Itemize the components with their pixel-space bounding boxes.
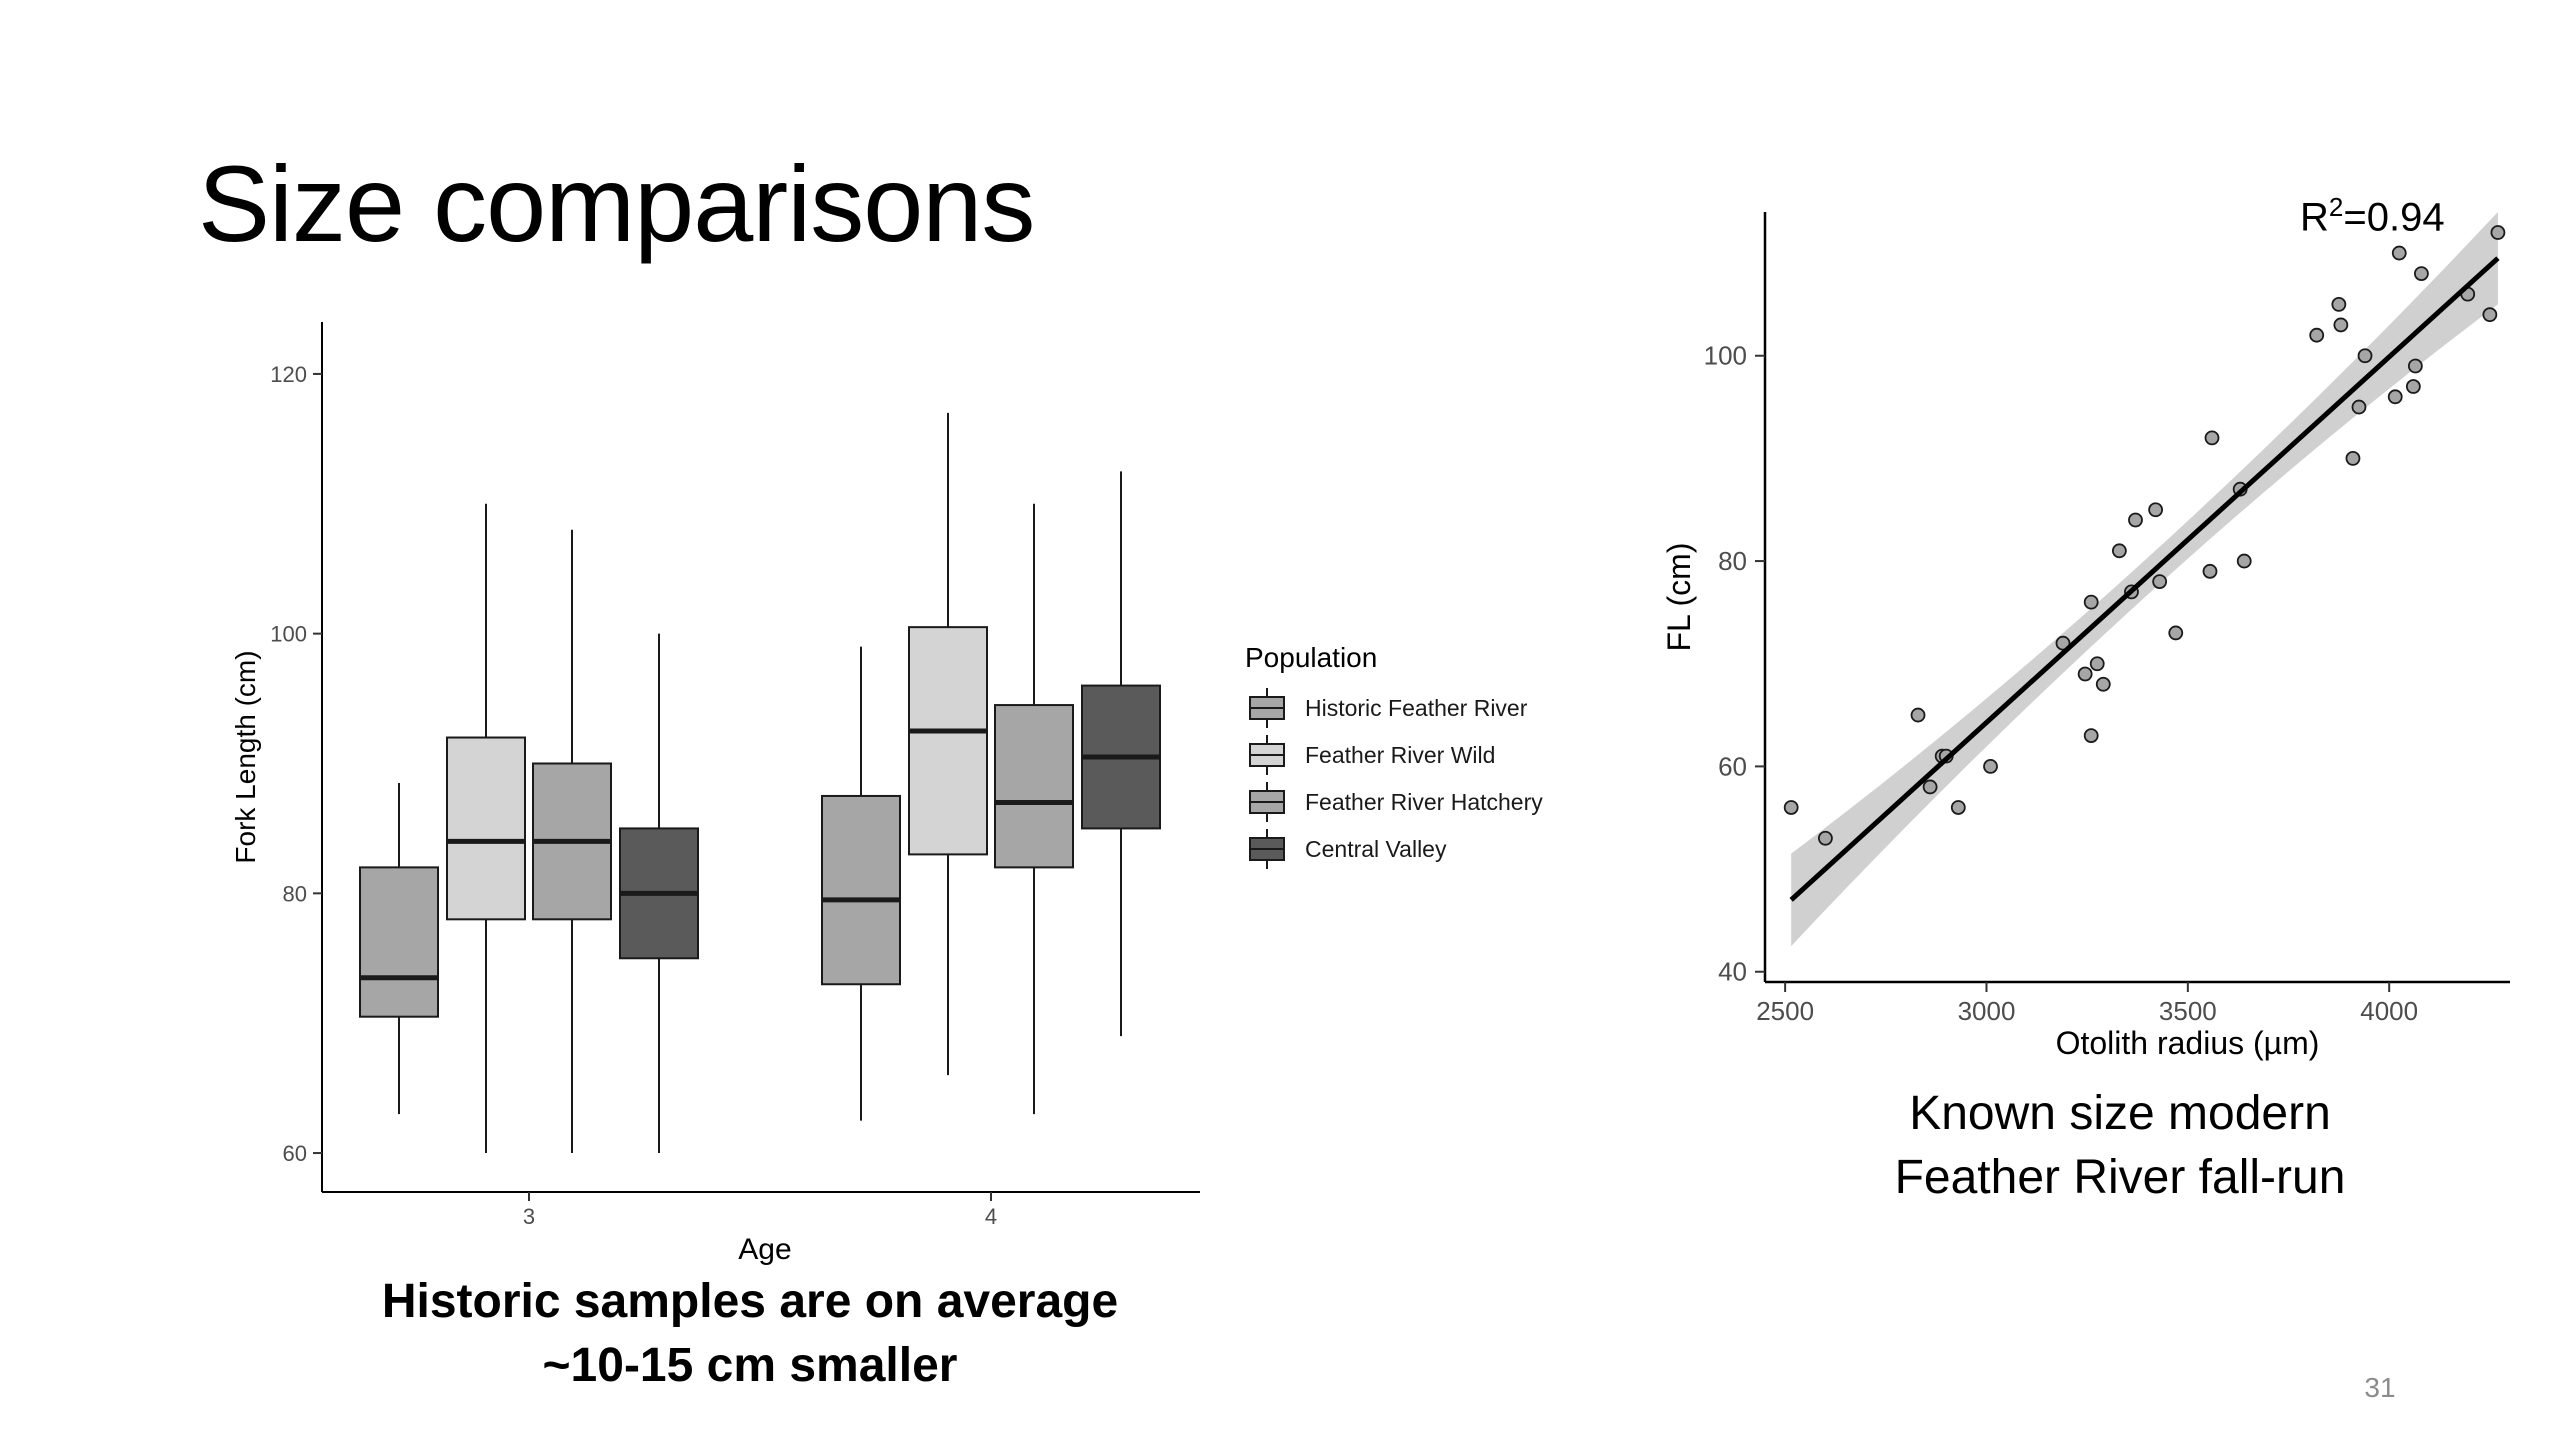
data-point — [2083, 594, 2099, 610]
y-axis-title: Fork Length (cm) — [230, 650, 261, 863]
data-point — [2148, 502, 2164, 518]
data-point — [2414, 266, 2429, 282]
data-point — [2407, 358, 2423, 374]
r2-prefix: R — [2300, 195, 2329, 240]
data-point — [2089, 656, 2105, 672]
legend-label: Central Valley — [1305, 836, 1447, 862]
data-point — [2387, 389, 2403, 405]
data-point — [1950, 800, 1966, 815]
data-point — [2128, 512, 2143, 528]
x-tick-label: 3000 — [1958, 996, 2016, 1026]
x-tick-label: 4 — [985, 1204, 997, 1229]
box — [994, 704, 1074, 869]
right-caption: Known size modern Feather River fall-run — [1780, 1082, 2460, 1210]
x-axis-title: Age — [738, 1233, 791, 1266]
x-tick-label: 3500 — [2159, 996, 2217, 1026]
data-point — [1910, 707, 1926, 723]
regression-line — [1789, 256, 2500, 902]
right-caption-line-2: Feather River fall-run — [1894, 1151, 2346, 1204]
data-point — [2351, 399, 2367, 415]
r2-value: =0.94 — [2343, 195, 2445, 240]
data-point — [2490, 225, 2506, 240]
data-point — [2095, 676, 2111, 692]
data-point — [2083, 728, 2099, 743]
data-point — [2391, 245, 2407, 261]
data-point — [2309, 327, 2325, 343]
data-point — [2331, 296, 2347, 312]
data-point — [2168, 625, 2184, 641]
box — [446, 736, 526, 921]
slide-title: Size comparisons — [198, 143, 1035, 264]
data-point — [2333, 317, 2349, 333]
legend-title: Population — [1245, 642, 1377, 673]
y-tick-label: 60 — [283, 1141, 307, 1166]
left-caption-line-2: ~10-15 cm smaller — [542, 1339, 958, 1392]
data-point — [2077, 666, 2093, 682]
box — [359, 866, 439, 1018]
data-point — [2204, 430, 2220, 446]
data-point — [2482, 307, 2498, 323]
data-point — [2357, 348, 2373, 364]
scatter-chart: 40 60 80 100 2500 3000 3500 4000 Otolith radius … — [1661, 212, 2510, 1061]
data-point — [1783, 800, 1799, 815]
x-tick-label: 4000 — [2360, 996, 2418, 1026]
box — [908, 626, 988, 856]
data-point — [2111, 543, 2127, 559]
x-tick-label: 3 — [523, 1204, 535, 1229]
y-tick-label: 40 — [1718, 957, 1747, 987]
legend-label: Feather River Hatchery — [1305, 789, 1543, 815]
y-tick-label: 80 — [1718, 546, 1747, 576]
y-tick-label: 60 — [1718, 751, 1747, 781]
r2-superscript: 2 — [2328, 192, 2344, 222]
box — [821, 794, 901, 986]
legend-label: Feather River Wild — [1305, 742, 1495, 768]
data-point — [2236, 553, 2252, 569]
right-caption-line-1: Known size modern — [1909, 1087, 2331, 1140]
y-axis-title: FL (cm) — [1661, 542, 1697, 651]
r-squared-annotation: R2=0.94 — [2300, 192, 2445, 240]
data-point — [2152, 574, 2168, 589]
data-point — [1983, 759, 1998, 774]
data-point — [2345, 450, 2361, 466]
data-point — [2405, 379, 2421, 394]
legend-label: Historic Feather River — [1305, 695, 1528, 721]
page-number: 31 — [2364, 1372, 2396, 1403]
left-caption-line-1: Historic samples are on average — [381, 1275, 1119, 1328]
data-point — [2202, 563, 2218, 579]
y-tick-label: 120 — [270, 362, 307, 387]
y-tick-label: 80 — [283, 881, 307, 906]
x-tick-label: 2500 — [1756, 996, 1814, 1026]
data-point — [1818, 830, 1833, 846]
data-point — [1922, 779, 1938, 795]
y-tick-label: 100 — [1704, 341, 1747, 371]
left-caption: Historic samples are on average ~10-15 c… — [300, 1270, 1200, 1398]
x-axis-title: Otolith radius (µm) — [2056, 1025, 2320, 1061]
y-tick-label: 100 — [270, 622, 307, 647]
boxplot-chart: 60 80 100 120 3 4 Age Fork Length (cm) Populatio… — [230, 322, 1543, 1266]
